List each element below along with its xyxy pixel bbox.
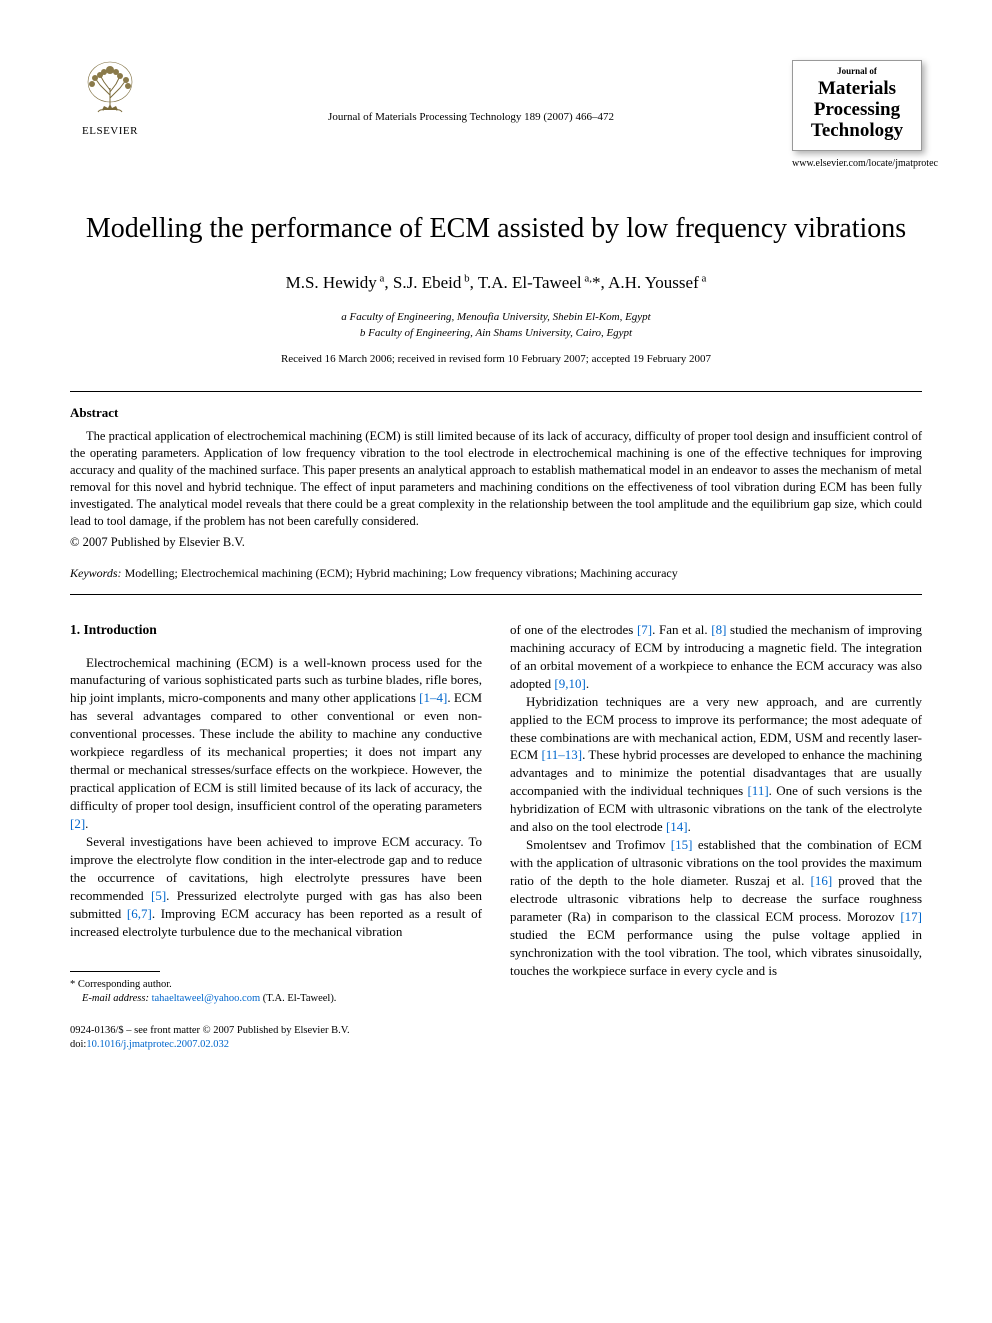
publisher-name: ELSEVIER bbox=[82, 124, 138, 139]
cite-5[interactable]: [5] bbox=[151, 888, 166, 903]
cite-1-4[interactable]: [1–4] bbox=[419, 690, 447, 705]
abstract-body: The practical application of electrochem… bbox=[70, 429, 922, 527]
author-3-aff: a, bbox=[582, 272, 592, 284]
para-r1: of one of the electrodes [7]. Fan et al.… bbox=[510, 621, 922, 693]
cite-8[interactable]: [8] bbox=[711, 622, 726, 637]
rule-bottom bbox=[70, 594, 922, 595]
elsevier-tree-icon bbox=[80, 60, 140, 120]
affiliations: a Faculty of Engineering, Menoufia Unive… bbox=[70, 309, 922, 342]
footer-copyright: 0924-0136/$ – see front matter © 2007 Pu… bbox=[70, 1024, 922, 1038]
cite-17[interactable]: [17] bbox=[900, 909, 922, 924]
email-suffix: (T.A. El-Taweel). bbox=[260, 993, 336, 1004]
abstract-text: The practical application of electrochem… bbox=[70, 428, 922, 529]
author-3: T.A. El-Taweel bbox=[478, 273, 582, 292]
copyright: © 2007 Published by Elsevier B.V. bbox=[70, 534, 922, 552]
affiliation-b: b Faculty of Engineering, Ain Shams Univ… bbox=[70, 325, 922, 342]
journal-logo-title: Journal of Materials Processing Technolo… bbox=[792, 60, 922, 151]
footnote-rule bbox=[70, 971, 160, 972]
author-4: A.H. Youssef bbox=[608, 273, 699, 292]
email-link[interactable]: tahaeltaweel@yahoo.com bbox=[152, 993, 261, 1004]
affiliation-a: a Faculty of Engineering, Menoufia Unive… bbox=[70, 309, 922, 326]
cite-11[interactable]: [11] bbox=[747, 783, 768, 798]
author-2: S.J. Ebeid bbox=[393, 273, 461, 292]
para-r2: Hybridization techniques are a very new … bbox=[510, 693, 922, 837]
body-columns: 1. Introduction Electrochemical machinin… bbox=[70, 621, 922, 1006]
cite-16[interactable]: [16] bbox=[810, 873, 832, 888]
para-r3: Smolentsev and Trofimov [15] established… bbox=[510, 836, 922, 980]
authors: M.S. Hewidy a, S.J. Ebeid b, T.A. El-Taw… bbox=[70, 271, 922, 295]
keywords: Keywords: Modelling; Electrochemical mac… bbox=[70, 565, 922, 582]
journal-reference: Journal of Materials Processing Technolo… bbox=[150, 60, 792, 125]
keywords-text: Modelling; Electrochemical machining (EC… bbox=[122, 566, 678, 580]
right-column: of one of the electrodes [7]. Fan et al.… bbox=[510, 621, 922, 1006]
author-2-aff: b bbox=[461, 272, 469, 284]
journal-logo-line1: Materials bbox=[801, 79, 913, 100]
email-label: E-mail address: bbox=[82, 993, 152, 1004]
cite-7[interactable]: [7] bbox=[637, 622, 652, 637]
author-1: M.S. Hewidy bbox=[286, 273, 377, 292]
footnote-label: Corresponding author. bbox=[75, 979, 172, 990]
keywords-label: Keywords: bbox=[70, 566, 122, 580]
cite-14[interactable]: [14] bbox=[666, 819, 688, 834]
cite-9-10[interactable]: [9,10] bbox=[554, 676, 585, 691]
left-column: 1. Introduction Electrochemical machinin… bbox=[70, 621, 482, 1006]
journal-logo-line3: Technology bbox=[801, 121, 913, 142]
paper-page: ELSEVIER Journal of Materials Processing… bbox=[0, 0, 992, 1092]
page-footer: 0924-0136/$ – see front matter © 2007 Pu… bbox=[70, 1024, 922, 1052]
author-4-aff: a bbox=[699, 272, 707, 284]
corresponding-footnote: * Corresponding author. E-mail address: … bbox=[70, 978, 482, 1006]
journal-url: www.elsevier.com/locate/jmatprotec bbox=[792, 157, 922, 171]
section-1-heading: 1. Introduction bbox=[70, 621, 482, 640]
cite-11-13[interactable]: [11–13] bbox=[541, 747, 582, 762]
corresponding-marker: * bbox=[592, 273, 601, 292]
rule-top bbox=[70, 391, 922, 392]
doi-link[interactable]: 10.1016/j.jmatprotec.2007.02.032 bbox=[86, 1039, 229, 1050]
cite-2[interactable]: [2] bbox=[70, 816, 85, 831]
paper-title: Modelling the performance of ECM assiste… bbox=[70, 211, 922, 247]
cite-6-7[interactable]: [6,7] bbox=[127, 906, 152, 921]
para-l2: Several investigations have been achieve… bbox=[70, 833, 482, 941]
header-row: ELSEVIER Journal of Materials Processing… bbox=[70, 60, 922, 171]
abstract-heading: Abstract bbox=[70, 404, 922, 422]
journal-logo-small: Journal of bbox=[801, 67, 913, 77]
para-l1: Electrochemical machining (ECM) is a wel… bbox=[70, 654, 482, 833]
journal-logo-line2: Processing bbox=[801, 100, 913, 121]
cite-15[interactable]: [15] bbox=[671, 837, 693, 852]
doi-label: doi: bbox=[70, 1039, 86, 1050]
author-1-aff: a bbox=[377, 272, 385, 284]
article-dates: Received 16 March 2006; received in revi… bbox=[70, 352, 922, 367]
journal-logo: Journal of Materials Processing Technolo… bbox=[792, 60, 922, 171]
publisher-logo: ELSEVIER bbox=[70, 60, 150, 139]
